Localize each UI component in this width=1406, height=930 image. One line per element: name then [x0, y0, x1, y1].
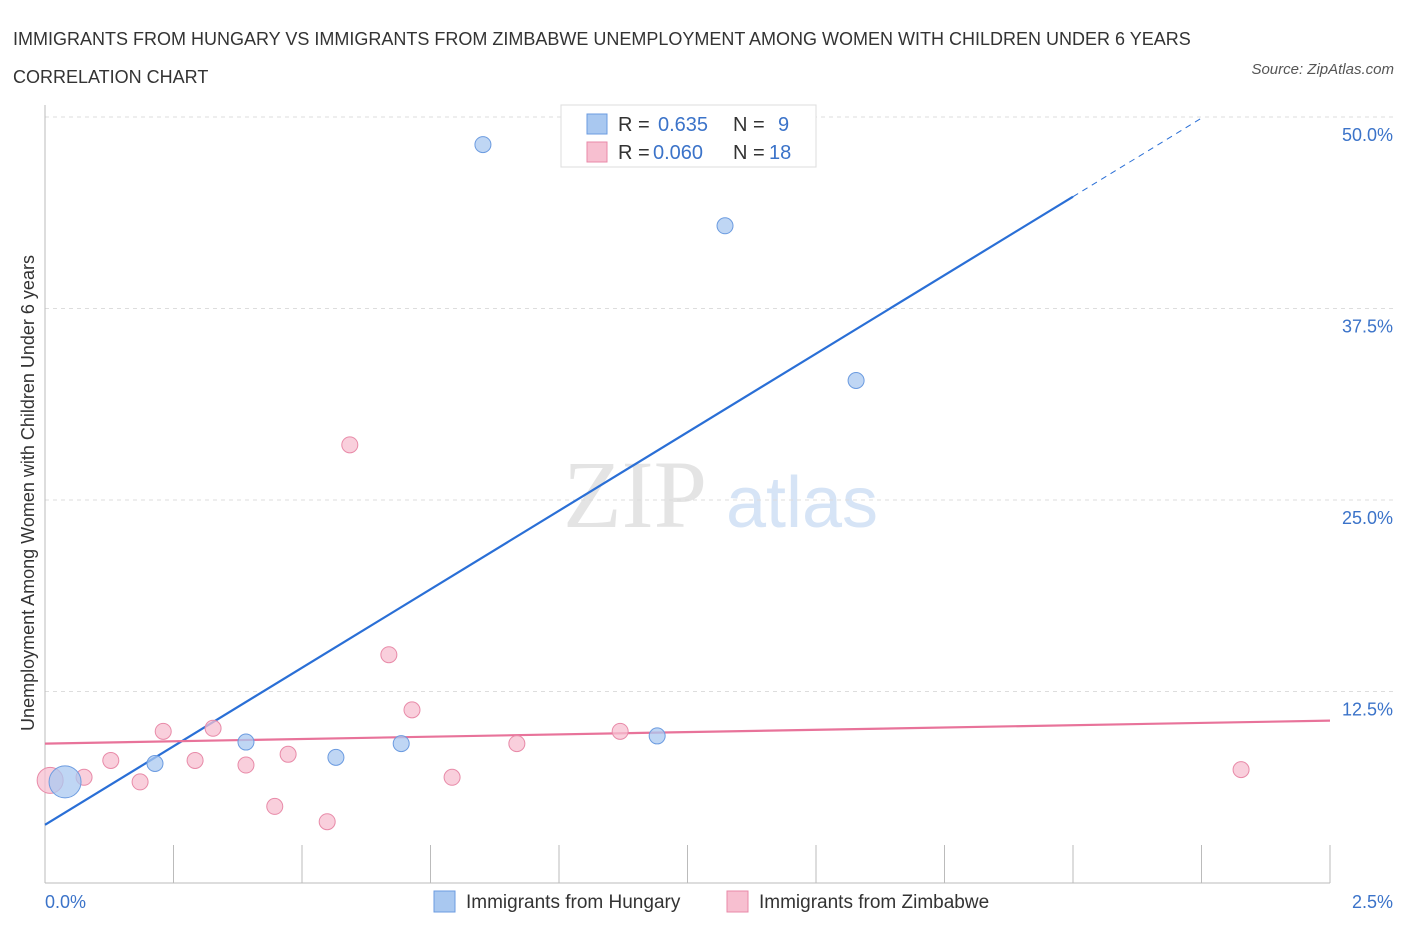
data-point: [237, 733, 255, 751]
r-value: 0.635: [658, 114, 708, 136]
r-value: 0.060: [653, 142, 703, 164]
n-value: 9: [778, 114, 789, 136]
data-point: [237, 756, 255, 774]
data-point: [403, 701, 421, 719]
data-point: [611, 722, 629, 740]
legend-label: Immigrants from Hungary: [466, 892, 681, 913]
data-point: [204, 719, 222, 737]
data-point: [648, 727, 666, 745]
data-point: [1232, 761, 1250, 779]
legend-swatch: [433, 890, 456, 913]
data-point: [380, 646, 398, 664]
legend-swatch: [726, 890, 749, 913]
legend-label: Immigrants from Zimbabwe: [759, 892, 989, 913]
n-label: N =: [733, 114, 765, 136]
trend-line-extension: [1072, 117, 1202, 198]
chart-title: IMMIGRANTS FROM HUNGARY VS IMMIGRANTS FR…: [13, 29, 1191, 87]
data-point: [508, 735, 526, 753]
data-point: [318, 813, 336, 831]
y-tick-label: 12.5%: [1342, 700, 1393, 720]
trend-line-1: [44, 719, 1331, 745]
trend-line-0: [44, 195, 1074, 826]
data-point: [146, 755, 164, 773]
legend-swatch: [586, 141, 608, 163]
source-label: Source: ZipAtlas.com: [1251, 61, 1394, 78]
y-tick-label: 50.0%: [1342, 125, 1393, 145]
data-point: [131, 773, 149, 791]
data-point: [154, 722, 172, 740]
data-point: [186, 751, 204, 769]
data-point: [847, 372, 865, 390]
data-point: [102, 751, 120, 769]
data-point: [279, 745, 297, 763]
n-value: 18: [769, 142, 791, 164]
y-tick-label: 37.5%: [1342, 317, 1393, 337]
data-point: [474, 136, 492, 154]
y-axis-label: Unemployment Among Women with Children U…: [18, 255, 38, 731]
y-tick-label: 25.0%: [1342, 508, 1393, 528]
data-point: [392, 735, 410, 753]
x-tick-label: 0.0%: [45, 892, 86, 912]
legend-swatch: [586, 113, 608, 135]
x-tick-label: 2.5%: [1352, 892, 1393, 912]
n-label: N =: [733, 142, 765, 164]
r-label: R =: [618, 114, 650, 136]
data-point: [341, 436, 359, 454]
data-point: [443, 768, 461, 786]
data-point: [327, 748, 345, 766]
data-point: [48, 765, 82, 799]
data-point: [716, 217, 734, 235]
watermark-atlas: atlas: [726, 463, 878, 543]
r-label: R =: [618, 142, 650, 164]
data-point: [266, 797, 284, 815]
